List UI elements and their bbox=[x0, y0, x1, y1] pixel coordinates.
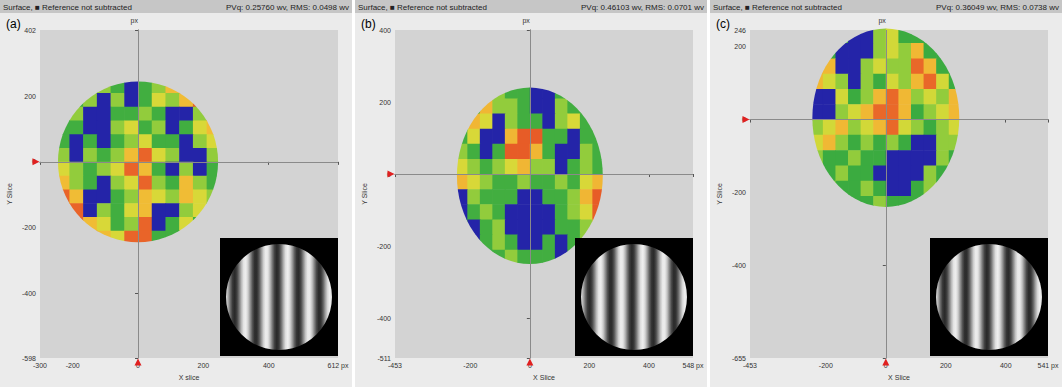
svg-text:-200: -200 bbox=[22, 224, 36, 231]
svg-text:Y Slice: Y Slice bbox=[361, 183, 368, 205]
svg-text:-200: -200 bbox=[377, 243, 391, 250]
svg-text:PVq: 0.46103 wv, RMS: 0.0701 w: PVq: 0.46103 wv, RMS: 0.0701 wv bbox=[581, 3, 704, 12]
svg-text:-655: -655 bbox=[732, 355, 746, 362]
svg-text:Y Slice: Y Slice bbox=[6, 183, 13, 205]
svg-text:(b): (b) bbox=[361, 17, 376, 31]
svg-text:(c): (c) bbox=[716, 17, 730, 31]
svg-text:-200: -200 bbox=[463, 362, 477, 369]
svg-text:X Slice: X Slice bbox=[888, 374, 910, 381]
svg-text:Y Slice: Y Slice bbox=[716, 183, 723, 205]
svg-text:px: px bbox=[131, 17, 139, 25]
svg-text:400: 400 bbox=[263, 362, 275, 369]
svg-text:Surface, ■ Reference not subtr: Surface, ■ Reference not subtracted bbox=[358, 3, 487, 12]
svg-text:X slice: X slice bbox=[179, 374, 200, 381]
svg-text:-400: -400 bbox=[732, 262, 746, 269]
svg-text:200: 200 bbox=[734, 43, 746, 50]
svg-text:-200: -200 bbox=[819, 362, 833, 369]
svg-text:400: 400 bbox=[1000, 362, 1012, 369]
svg-text:-200: -200 bbox=[66, 362, 80, 369]
svg-text:400: 400 bbox=[379, 27, 391, 34]
svg-text:548 px: 548 px bbox=[682, 362, 704, 370]
svg-text:-400: -400 bbox=[377, 315, 391, 322]
svg-text:541 px: 541 px bbox=[1037, 362, 1059, 370]
svg-text:200: 200 bbox=[940, 362, 952, 369]
svg-text:-300: -300 bbox=[33, 362, 47, 369]
svg-text:402: 402 bbox=[24, 27, 36, 34]
svg-text:-453: -453 bbox=[388, 362, 402, 369]
svg-text:612 px: 612 px bbox=[327, 362, 349, 370]
svg-text:px: px bbox=[522, 17, 530, 25]
svg-text:-200: -200 bbox=[732, 189, 746, 196]
svg-text:-511: -511 bbox=[378, 355, 392, 362]
svg-text:200: 200 bbox=[198, 362, 210, 369]
svg-text:-598: -598 bbox=[22, 355, 36, 362]
svg-text:400: 400 bbox=[643, 362, 655, 369]
svg-text:(a): (a) bbox=[6, 17, 21, 31]
svg-text:246: 246 bbox=[734, 27, 746, 34]
svg-text:PVq: 0.25760 wv, RMS: 0.0498 w: PVq: 0.25760 wv, RMS: 0.0498 wv bbox=[226, 3, 349, 12]
svg-text:X Slice: X Slice bbox=[533, 374, 555, 381]
svg-text:Surface, ■ Reference not subtr: Surface, ■ Reference not subtracted bbox=[3, 3, 132, 12]
svg-text:-453: -453 bbox=[743, 362, 757, 369]
svg-text:200: 200 bbox=[24, 93, 36, 100]
svg-text:-400: -400 bbox=[22, 290, 36, 297]
svg-text:px: px bbox=[878, 17, 886, 25]
svg-text:Surface, ■ Reference not subtr: Surface, ■ Reference not subtracted bbox=[713, 3, 842, 12]
svg-text:200: 200 bbox=[584, 362, 596, 369]
svg-text:200: 200 bbox=[379, 99, 391, 106]
svg-text:PVq: 0.36049 wv, RMS: 0.0738 w: PVq: 0.36049 wv, RMS: 0.0738 wv bbox=[936, 3, 1059, 12]
